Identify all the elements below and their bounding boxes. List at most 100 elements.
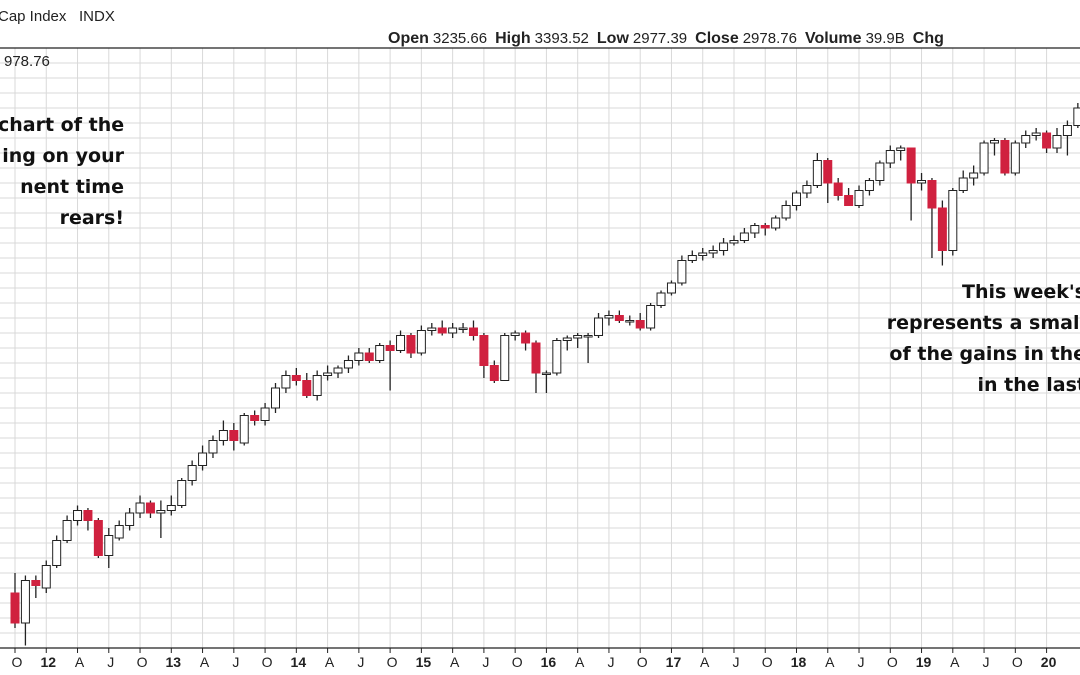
candle-body-up	[343, 360, 353, 369]
candle	[1062, 120, 1072, 156]
candle-body-down	[833, 182, 843, 196]
chart-ticker: INDX	[79, 8, 115, 25]
candle	[614, 310, 624, 323]
stat-label: Chg	[913, 30, 944, 47]
x-tick-label: O	[137, 654, 148, 670]
candle-body-down	[489, 365, 499, 381]
x-tick-label: 20	[1041, 654, 1057, 670]
candle-body-up	[333, 367, 343, 374]
candle	[458, 323, 468, 333]
candle-body-up	[1010, 142, 1020, 174]
candle-body-up	[719, 242, 729, 251]
candle	[427, 323, 437, 336]
candle	[239, 413, 249, 446]
candle-body-down	[145, 502, 155, 514]
candle-body-up	[62, 520, 72, 541]
candle	[1073, 103, 1080, 128]
candle-body-up	[166, 505, 176, 511]
candle	[646, 303, 656, 331]
candle	[500, 333, 510, 381]
candle	[62, 515, 72, 543]
candle-body-down	[479, 335, 489, 366]
candle-body-down	[229, 430, 239, 441]
stat-value: 3393.52	[535, 30, 589, 47]
x-tick-label: A	[200, 654, 210, 670]
candle	[468, 320, 478, 341]
candle-body-up	[666, 282, 676, 294]
x-tick-label: A	[575, 654, 585, 670]
candle	[875, 160, 885, 186]
candle-body-up	[552, 340, 562, 374]
x-tick-label: J	[732, 654, 739, 670]
candle	[448, 323, 458, 338]
candle-body-up	[312, 375, 322, 396]
x-tick-label: O	[887, 654, 898, 670]
x-tick-label: J	[357, 654, 364, 670]
x-tick-label: J	[482, 654, 489, 670]
ohlc-stats-line: Open 3235.66 High 3393.52 Low 2977.39 Close 297…	[388, 30, 944, 47]
candle	[208, 435, 218, 458]
candle	[802, 180, 812, 198]
annotation-right-line-1: This week's	[961, 281, 1080, 303]
candle-body-up	[125, 512, 135, 526]
candle-body-down	[760, 225, 770, 229]
candle-body-up	[458, 327, 468, 330]
stat-value: 2978.76	[743, 30, 797, 47]
candle	[739, 228, 749, 243]
candle-body-up	[917, 180, 927, 184]
stat-label: High	[495, 30, 531, 47]
x-tick-label: O	[512, 654, 523, 670]
candle	[771, 215, 781, 231]
x-tick-label: J	[607, 654, 614, 670]
candle-body-down	[291, 375, 301, 381]
annotation-left-line-2: ing on your	[2, 145, 124, 167]
candle-body-up	[1031, 132, 1041, 136]
candle-body-up	[177, 480, 187, 506]
candle	[104, 528, 114, 568]
candle	[760, 223, 770, 236]
x-tick-label: 17	[666, 654, 682, 670]
candle	[166, 495, 176, 516]
candle-body-down	[521, 332, 531, 344]
candle-body-up	[875, 162, 885, 181]
x-tick-label: J	[232, 654, 239, 670]
candle	[73, 505, 83, 526]
x-tick-label: O	[637, 654, 648, 670]
candle-body-up	[354, 352, 364, 361]
candle	[521, 330, 531, 351]
stat-label: Low	[597, 30, 630, 47]
candle-body-up	[729, 240, 739, 244]
candle	[302, 373, 312, 398]
candle-body-up	[979, 142, 989, 174]
candle	[323, 365, 333, 381]
candle	[93, 518, 103, 558]
candle-body-up	[989, 140, 999, 144]
candle-body-up	[156, 510, 166, 514]
candle	[218, 420, 228, 446]
candle	[312, 370, 322, 401]
candle	[250, 410, 260, 426]
x-tick-label: O	[262, 654, 273, 670]
grid-layer	[0, 48, 1080, 648]
candle	[750, 223, 760, 238]
candle-body-down	[364, 352, 374, 361]
x-tick-label: A	[325, 654, 335, 670]
x-tick-label: 13	[166, 654, 182, 670]
candle-body-up	[677, 260, 687, 284]
candle	[594, 313, 604, 338]
candle	[708, 245, 718, 258]
candle-body-up	[854, 190, 864, 206]
candle	[31, 575, 41, 598]
candle	[948, 188, 958, 256]
candle-body-up	[375, 345, 385, 361]
candle	[1042, 130, 1052, 153]
candle-body-up	[396, 335, 406, 351]
candle-body-up	[656, 292, 666, 306]
candle	[854, 185, 864, 208]
candle	[989, 138, 999, 156]
candle-body-up	[771, 217, 781, 229]
candle	[1010, 140, 1020, 176]
candle	[698, 248, 708, 261]
candle	[198, 445, 208, 471]
candle-body-down	[93, 520, 103, 556]
